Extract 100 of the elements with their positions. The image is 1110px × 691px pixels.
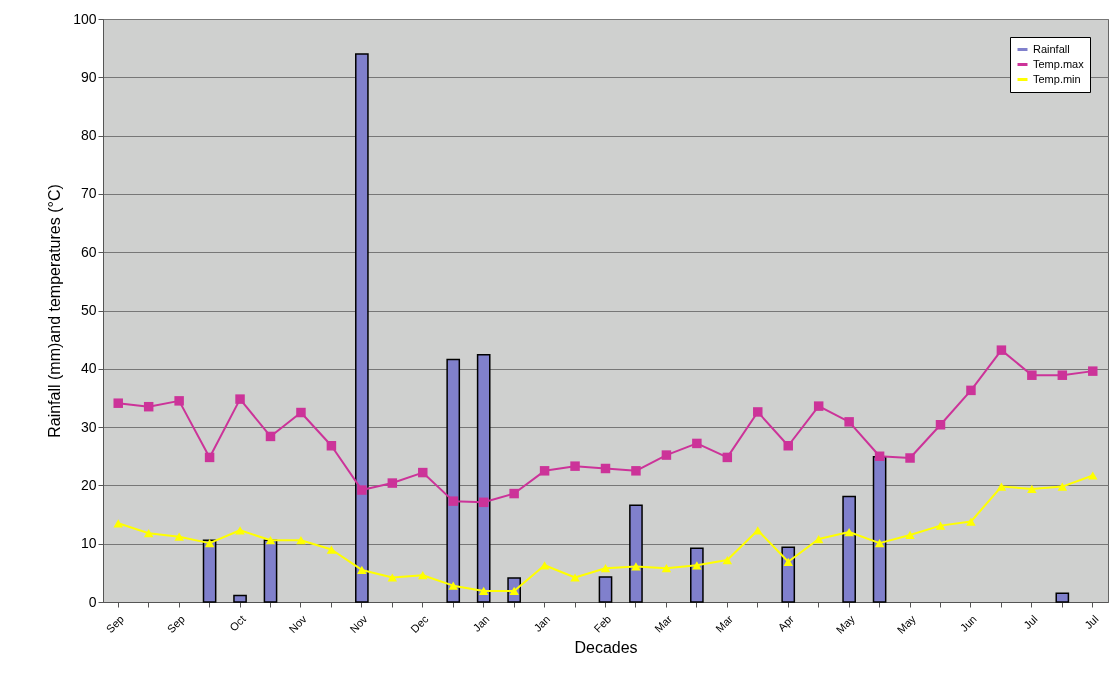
bar: [842, 495, 856, 603]
point: [783, 557, 793, 566]
point: [722, 555, 733, 565]
point: [996, 345, 1007, 355]
y-tick-label: 60: [80, 243, 97, 260]
x-tick-label: May: [833, 612, 858, 636]
x-tick-label: Jun: [957, 612, 979, 634]
point: [722, 452, 733, 463]
y-tick-label: 100: [73, 10, 97, 27]
point: [204, 452, 215, 463]
point: [539, 561, 550, 570]
point: [996, 482, 1007, 491]
point: [113, 398, 123, 408]
point: [326, 545, 337, 554]
point: [204, 539, 215, 548]
x-tick-label: Feb: [591, 612, 614, 635]
point: [600, 564, 611, 573]
x-tick-label: Jul: [1021, 612, 1040, 632]
point: [966, 517, 976, 526]
point: [113, 519, 123, 528]
bar: [690, 547, 704, 603]
point: [600, 463, 611, 474]
bar: [355, 53, 369, 603]
point: [661, 564, 672, 573]
bar: [263, 539, 278, 603]
point: [874, 451, 885, 461]
point: [813, 534, 824, 544]
x-tick-label: Jul: [1082, 612, 1101, 632]
point: [935, 521, 946, 530]
x-tick-label: Mar: [652, 612, 675, 635]
point: [357, 485, 367, 495]
point: [753, 526, 763, 535]
point: [631, 562, 641, 571]
point: [265, 431, 276, 442]
x-tick-label: Sep: [103, 612, 127, 636]
point: [509, 488, 519, 499]
x-tick-label: Oct: [227, 612, 248, 634]
point: [235, 526, 245, 535]
point: [905, 453, 915, 463]
point: [418, 571, 428, 580]
legend-label: Temp.max: [1033, 57, 1085, 70]
point: [570, 573, 580, 582]
y-tick-label: 50: [80, 302, 97, 318]
point: [296, 536, 306, 545]
x-tick-label: Jan: [470, 612, 492, 634]
point: [570, 461, 580, 471]
point: [753, 407, 763, 417]
point: [1027, 370, 1037, 380]
point: [692, 561, 702, 570]
point: [631, 466, 641, 476]
x-tick-label: Jan: [531, 612, 553, 634]
point: [844, 417, 854, 427]
y-tick-label: 0: [88, 593, 97, 610]
point: [1057, 482, 1068, 491]
point: [966, 385, 976, 396]
x-tick-label: Apr: [775, 612, 797, 634]
point: [692, 438, 702, 449]
y-tick-label: 20: [80, 476, 97, 493]
bar: [233, 594, 247, 603]
x-axis-title: Decades: [574, 638, 638, 656]
x-tick-label: Nov: [286, 612, 310, 636]
y-tick-label: 40: [80, 360, 97, 377]
y-tick-label: 10: [80, 535, 97, 552]
point: [143, 401, 154, 412]
point: [326, 441, 337, 451]
x-tick-label: Sep: [164, 612, 187, 636]
point: [539, 466, 550, 476]
point: [478, 497, 489, 508]
point: [387, 478, 398, 488]
point: [874, 539, 885, 548]
point: [357, 565, 367, 575]
point: [783, 441, 793, 451]
legend-label: Rainfall: [1033, 42, 1070, 55]
x-tick-label: Mar: [713, 612, 736, 635]
point: [387, 573, 398, 582]
point: [1027, 484, 1037, 494]
point: [265, 536, 276, 545]
point: [448, 496, 458, 506]
point: [143, 529, 154, 538]
point: [1057, 370, 1068, 380]
bar: [202, 539, 217, 603]
point: [418, 467, 428, 478]
y-tick-label: 30: [80, 418, 97, 435]
point: [174, 532, 184, 541]
point: [844, 527, 854, 537]
point: [174, 396, 184, 406]
point: [1088, 366, 1098, 376]
x-tick-label: May: [894, 612, 919, 636]
bar: [1055, 592, 1070, 603]
point: [935, 420, 946, 430]
bar: [872, 456, 887, 603]
bar: [629, 504, 643, 603]
point: [478, 586, 489, 596]
x-tick-label: Dec: [408, 612, 431, 636]
point: [661, 450, 672, 460]
point: [296, 407, 306, 418]
y-axis-title: Rainfall (mm)and temperatures (°C): [46, 184, 64, 438]
point: [448, 581, 458, 590]
bar: [781, 546, 796, 603]
y-tick-label: 70: [80, 185, 97, 202]
